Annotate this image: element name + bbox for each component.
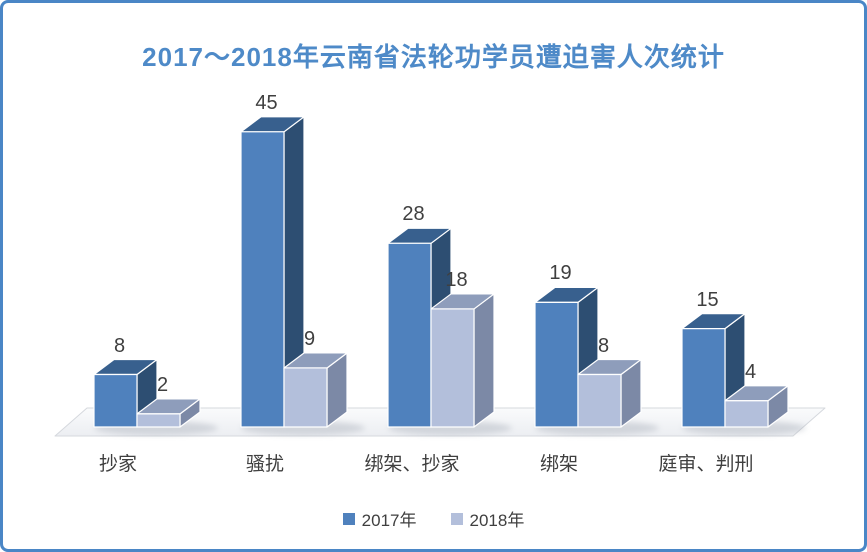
value-label-2017年-绑架: 19 — [549, 262, 572, 285]
legend: 2017年 2018年 — [3, 506, 864, 531]
legend-label-2017: 2017年 — [361, 511, 417, 530]
legend-label-2018: 2018年 — [469, 511, 525, 530]
legend-swatch-2018-icon — [450, 512, 463, 525]
category-label-骚扰: 骚扰 — [245, 454, 285, 475]
bar-2017年-骚扰-front — [240, 131, 285, 428]
value-label-2017年-骚扰: 45 — [255, 91, 278, 114]
bar-2017年-庭审、判刑-front — [681, 328, 726, 428]
value-label-2017年-绑架、抄家: 28 — [402, 203, 425, 226]
legend-swatch-2017-icon — [342, 512, 355, 525]
bar-2017年-绑架-front — [534, 301, 579, 428]
value-label-2017年-抄家: 8 — [113, 334, 126, 357]
category-label-绑架、抄家: 绑架、抄家 — [364, 454, 460, 475]
bar-2018年-绑架-front — [577, 373, 622, 428]
category-label-绑架: 绑架 — [539, 454, 579, 475]
bar-2017年-绑架、抄家-front — [387, 242, 432, 428]
chart-title: 2017～2018年云南省法轮功学员遭迫害人次统计 — [142, 42, 725, 72]
bar-2018年-骚扰-front — [283, 367, 328, 428]
value-label-2017年-庭审、判刑: 15 — [696, 288, 719, 311]
value-label-2018年-绑架: 8 — [597, 334, 610, 357]
legend-item-2018: 2018年 — [450, 506, 525, 531]
bars-canvas — [54, 116, 826, 437]
legend-item-2017: 2017年 — [342, 506, 417, 531]
category-label-抄家: 抄家 — [98, 454, 138, 475]
bar-2018年-抄家-front — [136, 413, 181, 428]
plot-area: 8 2 抄家 45 9 骚扰 28 18 绑架、抄家 19 8 绑架 15 4 庭审、判刑 — [3, 3, 864, 549]
value-label-2018年-抄家: 2 — [156, 373, 169, 396]
value-label-2018年-绑架、抄家: 18 — [445, 268, 468, 291]
value-label-2018年-骚扰: 9 — [303, 327, 316, 350]
bar-2017年-抄家-front — [93, 373, 138, 428]
category-label-庭审、判刑: 庭审、判刑 — [658, 454, 754, 475]
bar-2018年-绑架、抄家-side — [473, 293, 495, 428]
bar-2018年-绑架、抄家-front — [430, 308, 475, 428]
bar-2018年-庭审、判刑-front — [724, 400, 769, 428]
value-label-2018年-庭审、判刑: 4 — [744, 360, 757, 383]
